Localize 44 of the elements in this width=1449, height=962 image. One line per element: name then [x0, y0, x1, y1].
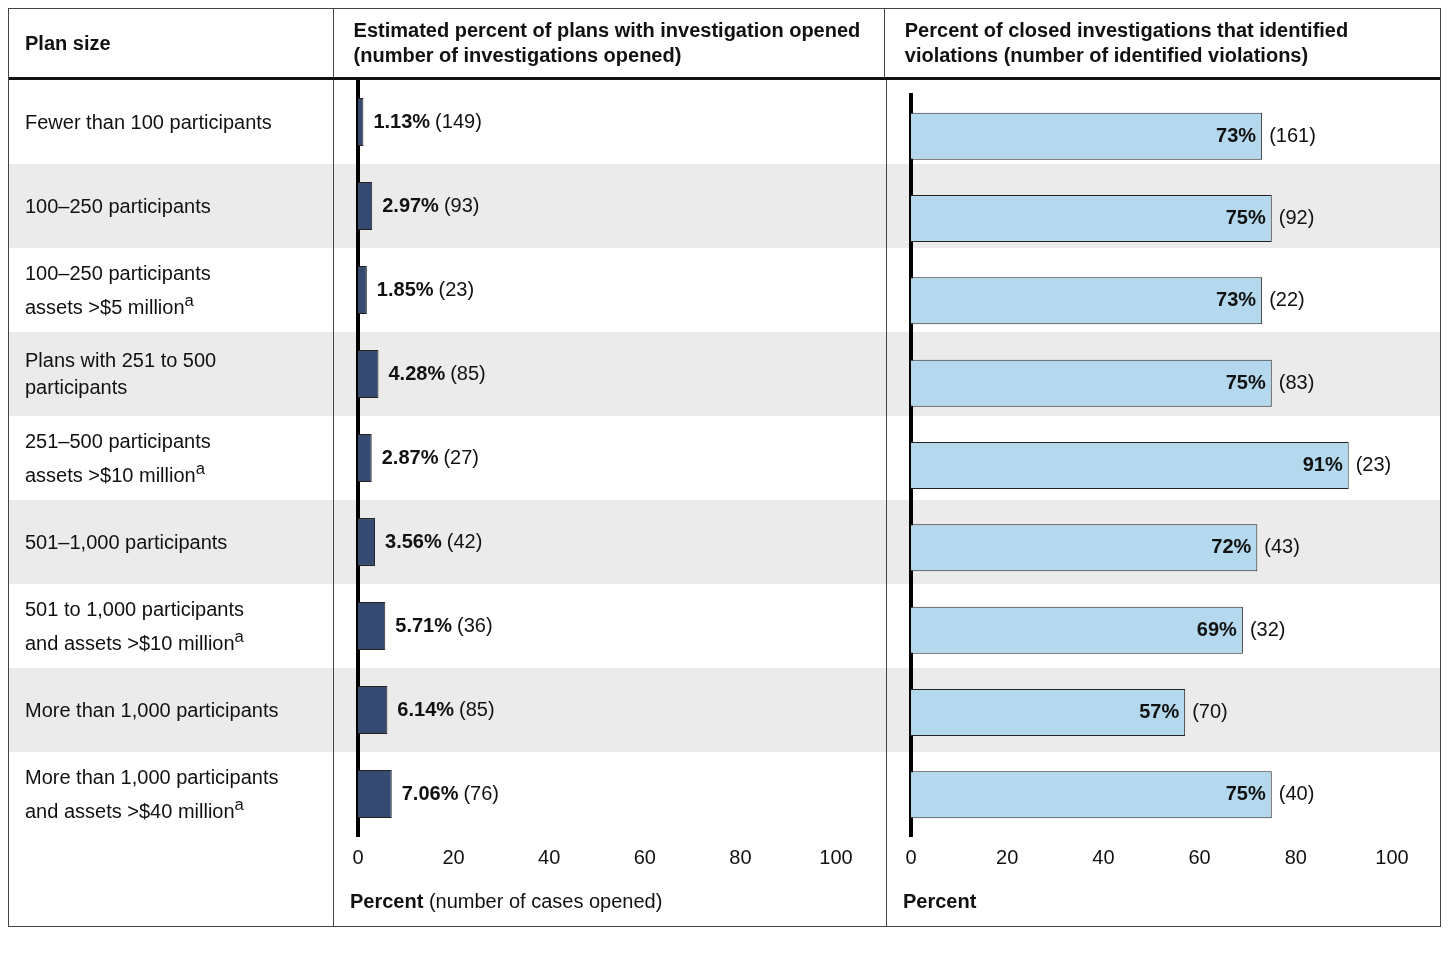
x-tick-label: 100: [819, 845, 853, 868]
data-label: 91% (23): [1302, 453, 1392, 476]
y-tick-label: Plans with 251 to 500 participants: [25, 348, 217, 400]
data-label: 3.56% (42): [385, 529, 483, 552]
x-tick-label: 100: [1375, 845, 1409, 868]
chart-title: Percent of closed investigations that identified violations (number of identified violations): [904, 18, 1350, 68]
x-tick-label: 0: [905, 845, 917, 868]
x-tick-label: 40: [538, 845, 561, 868]
data-label: 75% (92): [1225, 206, 1315, 229]
data-label: 2.97% (93): [382, 193, 480, 216]
y-tick-label: 100–250 participants assets >$5 million$^{a}$: [25, 260, 211, 320]
data-label: 69% (32): [1196, 617, 1286, 640]
x-tick-label: 80: [1284, 845, 1307, 868]
data-label: 1.13% (149): [373, 109, 482, 132]
data-label: 4.28% (85): [388, 361, 486, 384]
data-label: 57% (70): [1139, 700, 1228, 723]
data-label: 73% (161): [1216, 123, 1316, 146]
data-label: 6.14% (85): [397, 697, 495, 720]
y-axis-title: Plan size: [25, 31, 111, 55]
x-tick-label: 20: [442, 845, 465, 868]
y-tick-label: 251–500 participants assets >$10 million$^{a}$: [25, 428, 211, 488]
x-axis-title: Percent (number of cases opened): [350, 890, 663, 913]
y-tick-label: 501 to 1,000 participants and assets >$10 million$^{a}$: [25, 596, 245, 656]
x-tick-label: 60: [633, 845, 656, 868]
data-label: 75% (40): [1225, 782, 1315, 805]
data-label: 73% (22): [1216, 288, 1305, 311]
data-label: 7.06% (76): [401, 781, 500, 804]
x-tick-label: 20: [996, 845, 1019, 868]
x-tick-label: 0: [352, 845, 364, 868]
chart-title: Estimated percent of plans with investigation opened (number of investigations opened): [353, 18, 862, 68]
data-label: 2.87% (27): [381, 445, 480, 468]
data-label: 1.85% (23): [376, 277, 475, 300]
x-axis-title: Percent: [903, 890, 977, 912]
y-tick-label: 100–250 participants: [25, 193, 211, 219]
x-tick-label: 60: [1188, 845, 1211, 868]
x-tick-label: 40: [1092, 845, 1115, 868]
x-tick-label: 80: [729, 845, 752, 868]
y-tick-label: More than 1,000 participants: [25, 697, 279, 723]
y-tick-label: Fewer than 100 participants: [25, 109, 272, 135]
data-label: 72% (43): [1211, 535, 1300, 558]
data-label: 5.71% (36): [395, 613, 493, 636]
y-tick-label: 501–1,000 participants: [25, 529, 228, 555]
data-label: 75% (83): [1225, 370, 1315, 393]
y-tick-label: More than 1,000 participants and assets >$40 million$^{a}$: [25, 764, 279, 824]
